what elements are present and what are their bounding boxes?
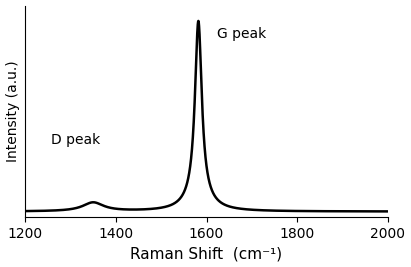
Text: G peak: G peak [217, 28, 266, 41]
Y-axis label: Intensity (a.u.): Intensity (a.u.) [6, 61, 20, 162]
Text: D peak: D peak [51, 133, 101, 147]
X-axis label: Raman Shift  (cm⁻¹): Raman Shift (cm⁻¹) [130, 246, 283, 261]
